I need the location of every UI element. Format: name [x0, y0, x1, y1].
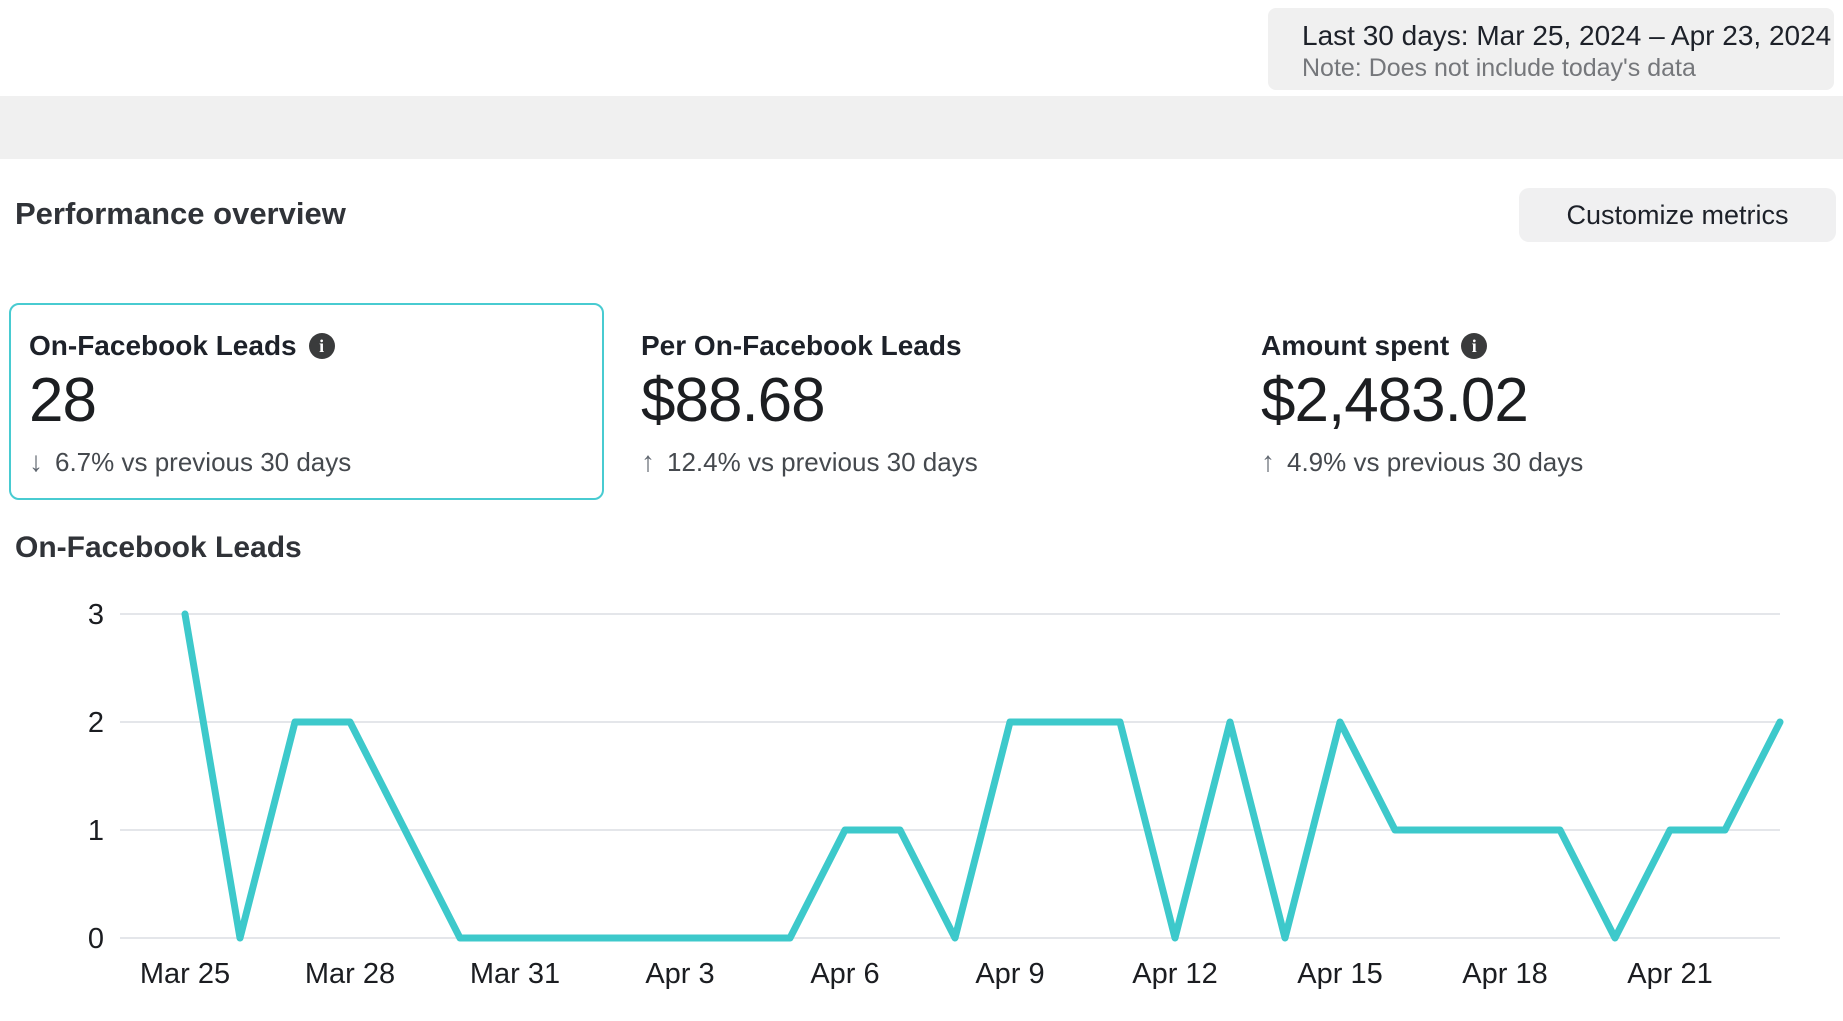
- x-tick-label: Mar 28: [305, 958, 395, 990]
- metric-card-amount-spent[interactable]: Amount spent i $2,483.02 ↑ 4.9% vs previ…: [1261, 303, 1583, 500]
- x-tick-label: Apr 12: [1132, 958, 1217, 990]
- leads-trend-line: [181, 610, 1784, 942]
- y-tick-label: 3: [88, 599, 104, 631]
- arrow-down-icon: ↓: [29, 446, 43, 477]
- chart-title: On-Facebook Leads: [15, 531, 302, 564]
- metric-delta-text: 4.9% vs previous 30 days: [1287, 446, 1584, 477]
- metric-label: On-Facebook Leads: [29, 330, 297, 361]
- metric-value: $2,483.02: [1261, 366, 1529, 435]
- metric-label: Per On-Facebook Leads: [641, 330, 962, 361]
- leads-chart-svg: 0 1 2 3 Mar 25 Mar 28 Mar 31 Apr 3 Apr 6 Apr 9 Apr…: [88, 599, 1784, 990]
- x-tick-label: Apr 18: [1462, 958, 1547, 990]
- leads-chart: 0 1 2 3 Mar 25 Mar 28 Mar 31 Apr 3 Apr 6 Apr 9 Apr…: [0, 590, 1843, 1021]
- metric-delta-text: 12.4% vs previous 30 days: [667, 446, 978, 477]
- x-tick-label: Apr 15: [1297, 958, 1382, 990]
- metric-card-per-on-facebook-leads[interactable]: Per On-Facebook Leads $88.68 ↑ 12.4% vs …: [641, 303, 978, 500]
- y-tick-label: 1: [88, 815, 104, 847]
- metric-label: Amount spent: [1261, 330, 1450, 361]
- x-tick-label: Apr 6: [810, 958, 879, 990]
- metric-value: $88.68: [641, 366, 826, 435]
- arrow-up-icon: ↑: [1261, 446, 1275, 477]
- info-icon[interactable]: i: [1461, 333, 1488, 359]
- metric-delta-text: 6.7% vs previous 30 days: [55, 446, 352, 477]
- metric-card-on-facebook-leads[interactable]: On-Facebook Leads i 28 ↓ 6.7% vs previou…: [9, 303, 604, 500]
- x-tick-label: Apr 3: [645, 958, 714, 990]
- arrow-up-icon: ↑: [641, 446, 655, 477]
- date-range-text: Last 30 days: Mar 25, 2024 – Apr 23, 202…: [1302, 20, 1832, 51]
- x-tick-label: Mar 25: [140, 958, 230, 990]
- section-divider-band: [0, 96, 1843, 159]
- x-tick-label: Apr 9: [975, 958, 1044, 990]
- y-tick-label: 0: [88, 923, 104, 955]
- x-tick-label: Mar 31: [470, 958, 560, 990]
- info-icon[interactable]: i: [308, 333, 335, 359]
- customize-metrics-label: Customize metrics: [1566, 199, 1789, 230]
- metric-value: 28: [29, 366, 97, 435]
- date-range-note: Note: Does not include today's data: [1302, 54, 1696, 82]
- customize-metrics-button[interactable]: Customize metrics: [1519, 188, 1836, 242]
- date-range-banner: Last 30 days: Mar 25, 2024 – Apr 23, 202…: [1268, 8, 1834, 90]
- y-tick-label: 2: [88, 707, 104, 739]
- x-tick-label: Apr 21: [1627, 958, 1712, 990]
- page-title: Performance overview: [15, 196, 346, 231]
